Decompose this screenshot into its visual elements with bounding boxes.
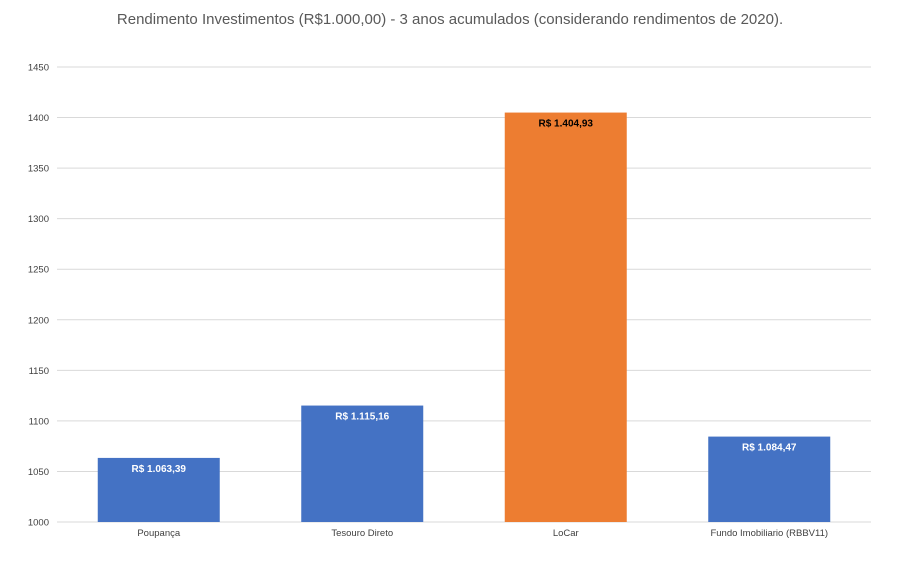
y-tick-label: 1150 bbox=[29, 366, 49, 377]
data-label: R$ 1.115,16 bbox=[335, 412, 389, 423]
bar-3 bbox=[504, 112, 627, 523]
y-tick-label: 1300 bbox=[28, 214, 49, 225]
y-tick-label: 1200 bbox=[28, 315, 49, 326]
x-category-label: Tesouro Direto bbox=[331, 528, 393, 539]
x-category-label: LoCar bbox=[553, 528, 579, 539]
y-tick-label: 1000 bbox=[28, 518, 49, 529]
x-axis-categories: Poupança Tesouro Direto LoCar Fundo Imobili… bbox=[137, 528, 828, 539]
bar-2 bbox=[301, 405, 424, 522]
y-tick-label: 1350 bbox=[28, 164, 49, 175]
bar-1 bbox=[97, 457, 220, 522]
y-tick-label: 1100 bbox=[29, 416, 49, 427]
data-label: R$ 1.404,93 bbox=[539, 119, 594, 130]
y-tick-label: 1250 bbox=[28, 265, 49, 276]
y-tick-label: 1050 bbox=[28, 467, 49, 478]
x-category-label: Poupança bbox=[137, 528, 181, 539]
chart-title: Rendimento Investimentos (R$1.000,00) - … bbox=[116, 11, 784, 28]
y-axis-ticks: 1000 1050 1100 1150 1200 1250 1300 1350 1400 1450 bbox=[28, 63, 49, 529]
data-label: R$ 1.084,47 bbox=[742, 443, 797, 454]
bar-4 bbox=[708, 436, 831, 522]
x-category-label: Fundo Imobiliario (RBBV11) bbox=[710, 528, 828, 539]
data-label: R$ 1.063,39 bbox=[132, 464, 187, 475]
y-tick-label: 1400 bbox=[28, 113, 49, 124]
data-labels: R$ 1.063,39 R$ 1.115,16 R$ 1.404,93 R$ 1.08… bbox=[132, 119, 797, 475]
y-tick-label: 1450 bbox=[28, 63, 49, 74]
bars bbox=[97, 112, 831, 523]
